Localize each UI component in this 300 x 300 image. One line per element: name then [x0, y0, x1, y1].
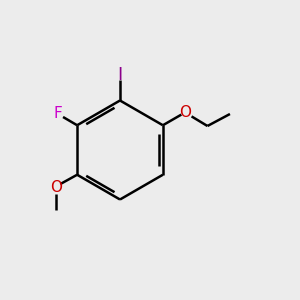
Text: I: I [117, 66, 123, 84]
Text: O: O [179, 105, 191, 120]
Text: O: O [50, 179, 62, 195]
Text: F: F [53, 106, 62, 122]
